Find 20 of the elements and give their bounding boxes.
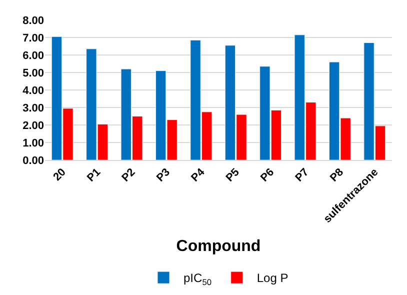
x-tick-label: P1 <box>85 166 104 184</box>
y-tick-label: 4.00 <box>22 84 44 97</box>
x-tick-label: P4 <box>189 166 208 184</box>
x-tick-label: P3 <box>154 166 172 184</box>
x-tick-label: P7 <box>293 166 312 184</box>
y-tick-label: 5.00 <box>22 67 44 80</box>
x-tick-label: P2 <box>120 166 138 184</box>
y-tick-label: 1.00 <box>22 137 44 150</box>
x-tick-label: P6 <box>258 166 277 184</box>
y-tick-label: 6.00 <box>22 50 44 62</box>
y-tick-label: 8.00 <box>22 14 44 27</box>
y-tick-label: 3.00 <box>22 102 44 114</box>
x-axis-title: Compound <box>176 238 261 256</box>
legend-label: Log P <box>256 271 288 286</box>
legend-label: pIC$_{50}$ <box>184 271 212 287</box>
x-tick-label: 20 <box>51 166 68 184</box>
y-tick-label: 2.00 <box>22 120 44 132</box>
y-tick-label: 0.00 <box>22 154 44 167</box>
x-tick-label: P5 <box>224 166 242 184</box>
y-tick-label: 7.00 <box>22 32 44 44</box>
